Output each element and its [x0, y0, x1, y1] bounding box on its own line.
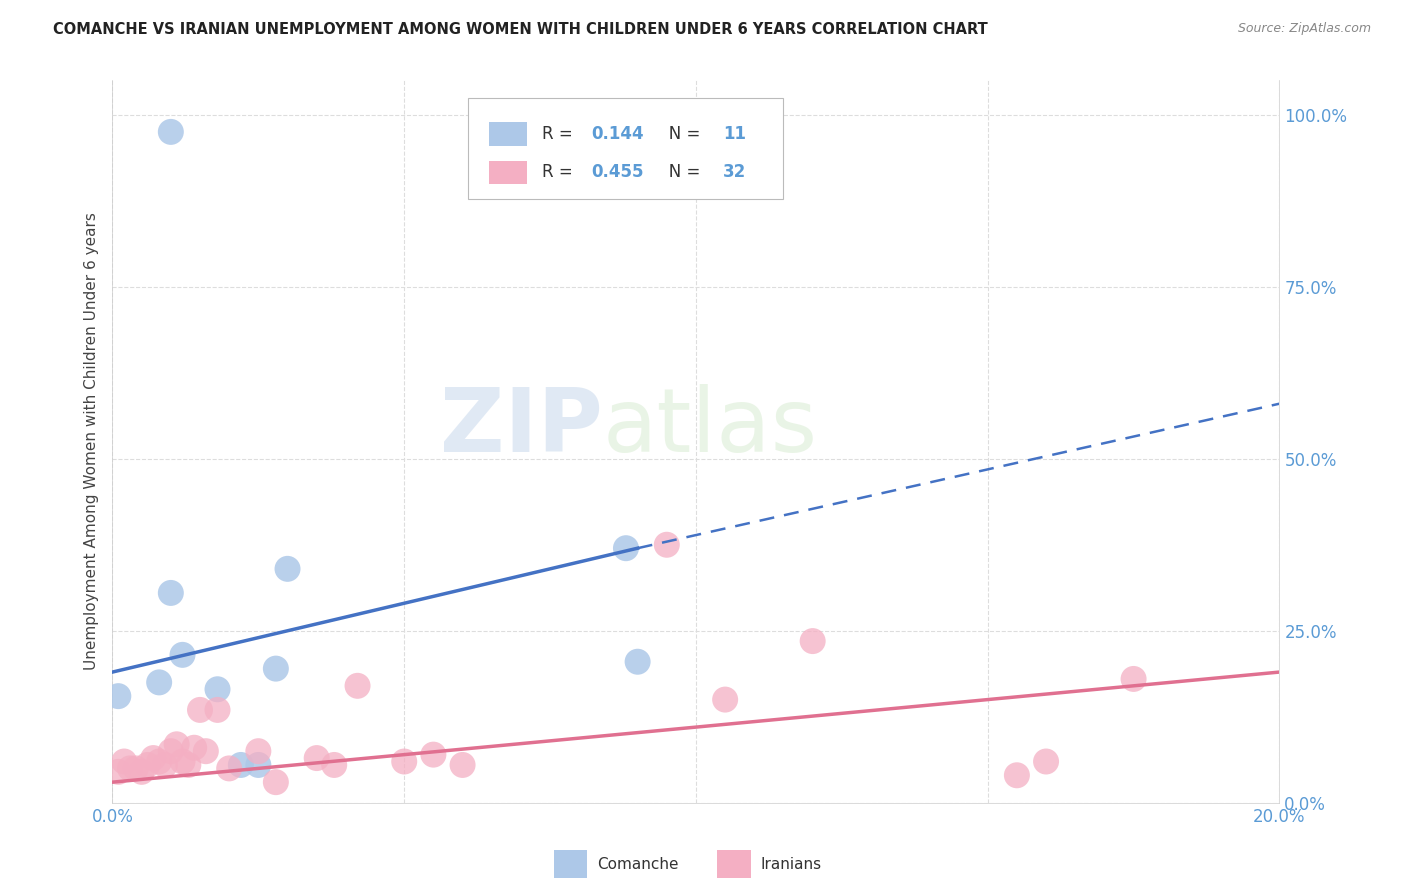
Point	[136, 758, 159, 772]
Point	[422, 747, 444, 762]
Point	[229, 758, 252, 772]
Text: COMANCHE VS IRANIAN UNEMPLOYMENT AMONG WOMEN WITH CHILDREN UNDER 6 YEARS CORRELA: COMANCHE VS IRANIAN UNEMPLOYMENT AMONG W…	[53, 22, 988, 37]
Point	[247, 758, 270, 772]
Point	[166, 737, 188, 751]
Point	[1005, 768, 1028, 782]
Text: 0.144: 0.144	[591, 125, 644, 143]
Point	[125, 761, 148, 775]
Text: Iranians: Iranians	[761, 856, 821, 871]
Point	[207, 703, 229, 717]
Point	[714, 692, 737, 706]
Point	[264, 662, 287, 676]
Point	[160, 125, 183, 139]
Point	[172, 755, 194, 769]
Point	[655, 538, 678, 552]
Text: 32: 32	[723, 163, 747, 181]
FancyBboxPatch shape	[717, 850, 751, 879]
Point	[276, 562, 298, 576]
Point	[131, 764, 153, 779]
Point	[107, 689, 129, 703]
Point	[614, 541, 637, 556]
Text: N =: N =	[652, 163, 706, 181]
FancyBboxPatch shape	[468, 98, 783, 200]
Point	[323, 758, 346, 772]
Point	[142, 751, 165, 765]
Text: R =: R =	[541, 163, 578, 181]
Point	[194, 744, 217, 758]
Point	[148, 755, 170, 769]
Text: 0.455: 0.455	[591, 163, 644, 181]
Point	[801, 634, 824, 648]
Point	[107, 764, 129, 779]
Point	[1122, 672, 1144, 686]
Point	[153, 758, 176, 772]
Point	[451, 758, 474, 772]
Point	[172, 648, 194, 662]
Y-axis label: Unemployment Among Women with Children Under 6 years: Unemployment Among Women with Children U…	[83, 212, 98, 671]
Point	[1035, 755, 1057, 769]
Point	[218, 761, 240, 775]
Point	[160, 744, 183, 758]
Point	[177, 758, 200, 772]
Point	[627, 655, 650, 669]
Point	[394, 755, 416, 769]
Text: 11: 11	[723, 125, 745, 143]
Text: Source: ZipAtlas.com: Source: ZipAtlas.com	[1237, 22, 1371, 36]
Point	[183, 740, 205, 755]
Point	[112, 755, 135, 769]
Point	[118, 761, 141, 775]
FancyBboxPatch shape	[554, 850, 588, 879]
Text: atlas: atlas	[603, 384, 818, 471]
Point	[148, 675, 170, 690]
Text: Comanche: Comanche	[596, 856, 678, 871]
Point	[264, 775, 287, 789]
Text: R =: R =	[541, 125, 578, 143]
Text: N =: N =	[652, 125, 706, 143]
FancyBboxPatch shape	[489, 122, 527, 145]
Text: ZIP: ZIP	[440, 384, 603, 471]
Point	[207, 682, 229, 697]
Point	[160, 586, 183, 600]
Point	[188, 703, 211, 717]
Point	[247, 744, 270, 758]
Point	[305, 751, 328, 765]
FancyBboxPatch shape	[489, 161, 527, 184]
Point	[346, 679, 368, 693]
